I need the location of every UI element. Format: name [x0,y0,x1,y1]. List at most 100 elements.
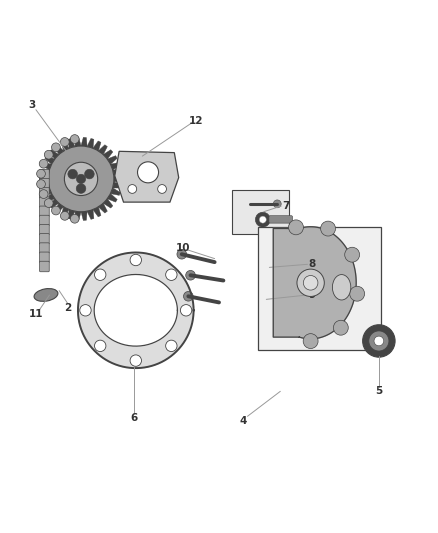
Polygon shape [42,163,52,170]
Circle shape [71,135,79,143]
Text: 9: 9 [308,290,315,300]
Circle shape [39,159,48,168]
Text: 6: 6 [130,413,137,423]
Polygon shape [45,156,55,164]
Circle shape [76,174,86,183]
Polygon shape [75,211,81,221]
Polygon shape [99,145,107,155]
FancyBboxPatch shape [39,252,49,263]
Text: 2: 2 [64,303,71,313]
Text: 12: 12 [189,116,204,126]
Circle shape [259,216,266,223]
Circle shape [37,169,46,178]
Text: 4: 4 [240,416,247,426]
Polygon shape [103,150,113,159]
Circle shape [80,304,91,316]
Circle shape [289,220,304,235]
Circle shape [68,169,78,179]
Circle shape [303,334,318,349]
Circle shape [180,304,192,316]
Polygon shape [94,274,177,346]
Polygon shape [68,209,75,220]
Text: 7: 7 [282,201,289,211]
Circle shape [273,200,281,208]
Circle shape [363,325,395,357]
FancyBboxPatch shape [269,216,293,223]
Polygon shape [87,139,94,148]
Circle shape [37,180,46,189]
FancyBboxPatch shape [39,224,49,235]
Circle shape [186,270,195,280]
Circle shape [321,221,336,236]
Polygon shape [113,169,122,176]
Circle shape [304,276,318,290]
Circle shape [345,247,360,262]
FancyBboxPatch shape [39,215,49,226]
Polygon shape [273,227,356,339]
Circle shape [138,162,159,183]
Circle shape [130,254,141,265]
Polygon shape [49,199,59,208]
Polygon shape [110,188,120,196]
Circle shape [52,206,60,215]
Text: 5: 5 [375,386,382,397]
Polygon shape [103,199,113,208]
Circle shape [76,184,86,193]
Circle shape [166,269,177,280]
Circle shape [39,190,48,198]
Ellipse shape [34,288,58,301]
Polygon shape [55,145,64,155]
Circle shape [44,199,53,207]
Polygon shape [42,188,52,196]
FancyBboxPatch shape [39,179,49,189]
Circle shape [374,336,384,346]
Polygon shape [61,141,69,151]
Circle shape [52,143,60,152]
Polygon shape [114,176,123,182]
Circle shape [369,331,389,351]
Circle shape [130,355,141,366]
Polygon shape [61,207,69,217]
FancyBboxPatch shape [39,233,49,244]
Circle shape [95,269,106,280]
Circle shape [333,320,348,335]
Polygon shape [78,253,194,368]
Circle shape [48,146,114,212]
Ellipse shape [332,274,351,300]
Polygon shape [87,209,94,220]
FancyBboxPatch shape [258,227,381,350]
FancyBboxPatch shape [39,197,49,207]
FancyBboxPatch shape [39,243,49,253]
Text: 11: 11 [28,309,43,319]
Circle shape [60,138,69,147]
Polygon shape [113,182,122,188]
Text: 3: 3 [28,100,35,110]
Polygon shape [45,193,55,202]
Polygon shape [81,211,87,221]
Circle shape [128,184,137,193]
Circle shape [64,162,98,196]
Polygon shape [55,203,64,213]
FancyBboxPatch shape [39,169,49,180]
FancyBboxPatch shape [39,261,49,272]
Circle shape [71,214,79,223]
Circle shape [166,340,177,352]
FancyBboxPatch shape [232,190,289,233]
Polygon shape [40,182,49,188]
Polygon shape [115,151,179,202]
Polygon shape [49,150,59,159]
Polygon shape [110,163,120,170]
Text: 8: 8 [308,260,315,269]
Polygon shape [68,139,75,148]
Circle shape [85,169,94,179]
Polygon shape [99,203,107,213]
FancyBboxPatch shape [39,188,49,198]
Circle shape [158,184,166,193]
Circle shape [255,212,270,227]
Polygon shape [81,138,87,147]
Polygon shape [75,138,81,147]
Text: 10: 10 [176,243,191,253]
FancyBboxPatch shape [39,206,49,216]
Circle shape [177,249,187,259]
Circle shape [95,340,106,352]
